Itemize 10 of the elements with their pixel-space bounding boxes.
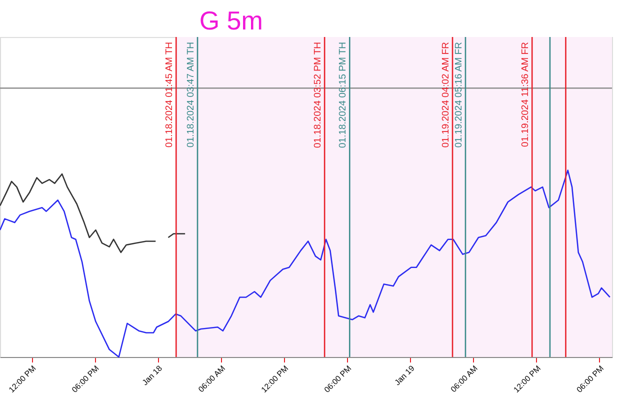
x-tick-label: Jan 19 <box>392 363 417 388</box>
ref-line-label: 01.18.2024 03:47 AM TH <box>186 42 197 148</box>
ref-line-label: 01.19.2024 11:36 AM FR <box>520 42 532 147</box>
ref-line-label: 01.19.2024 05:16 AM FR <box>453 42 464 148</box>
ref-line-label: 01.18.2024 01:45 AM TH <box>164 42 176 148</box>
ref-line-label: 01.18.2024 03:52 PM TH <box>312 42 324 148</box>
chart-title: G 5m <box>199 5 263 36</box>
ref-line-label: 01.18.2024 06:15 PM TH <box>338 42 349 148</box>
ref-line-label: 01.19.2024 04:02 AM FR <box>440 42 452 148</box>
x-tick-label: Jan 18 <box>140 363 164 388</box>
